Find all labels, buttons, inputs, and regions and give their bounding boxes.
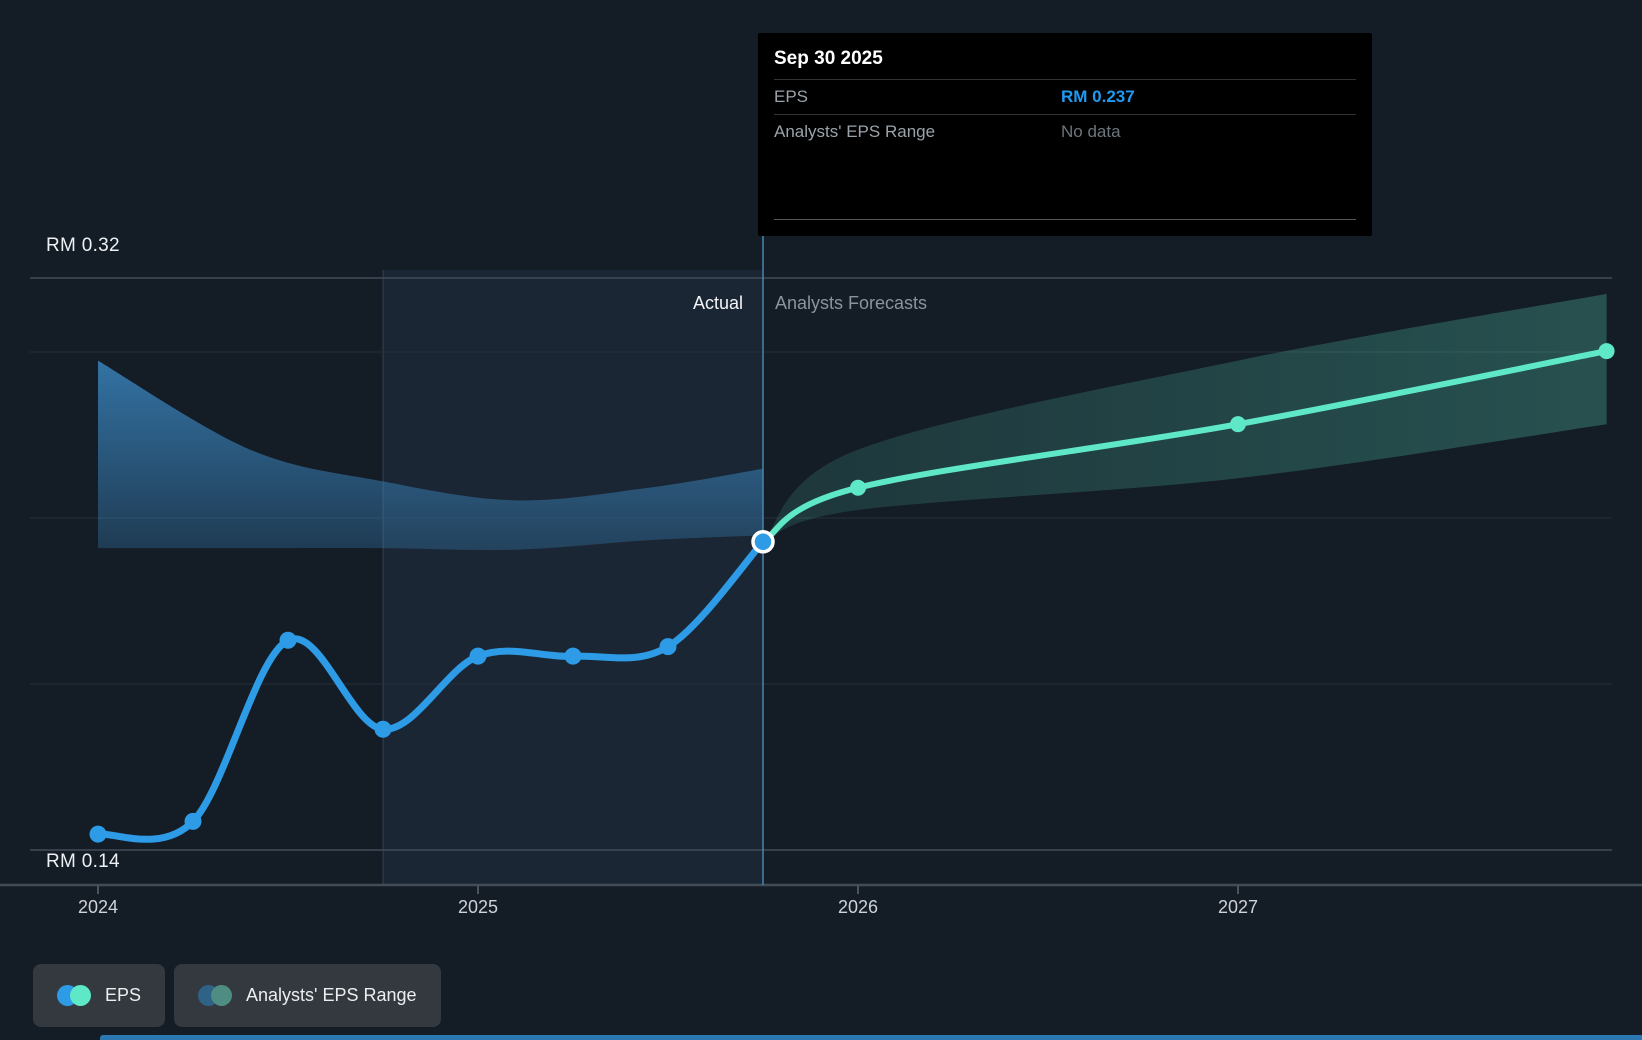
forecast-eps-range-band	[763, 293, 1607, 542]
eps-legend-dots-icon	[57, 985, 91, 1006]
tooltip-eps-value: RM 0.237	[1061, 87, 1135, 106]
eps-point[interactable]	[184, 812, 202, 830]
eps-point-selected[interactable]	[751, 530, 775, 554]
legend-range-label: Analysts' EPS Range	[246, 985, 417, 1005]
x-tick-2026: 2026	[837, 897, 879, 917]
y-axis-min-label: RM 0.14	[46, 851, 120, 872]
y-axis-max-label: RM 0.32	[46, 235, 120, 256]
eps-point[interactable]	[659, 638, 677, 656]
x-tick-2027: 2027	[1217, 897, 1259, 917]
tooltip-range-value: No data	[1061, 122, 1121, 141]
eps-point[interactable]	[374, 720, 392, 738]
tooltip-eps-label: EPS	[774, 87, 809, 106]
tooltip-eps-row: EPS RM 0.237	[774, 80, 1356, 115]
eps-point[interactable]	[89, 825, 107, 843]
forecast-phase-label: Analysts Forecasts	[775, 293, 928, 313]
last-12m-highlight-band	[383, 270, 763, 885]
eps-teal-dot-icon	[70, 985, 91, 1006]
tooltip-range-label: Analysts' EPS Range	[774, 122, 936, 141]
tooltip-range-row: Analysts' EPS Range No data	[774, 115, 1356, 149]
eps-point[interactable]	[469, 647, 487, 665]
x-tick-2025: 2025	[457, 897, 499, 917]
tooltip-date-title: Sep 30 2025	[774, 44, 1356, 80]
chart-tooltip: Sep 30 2025 EPS RM 0.237 Analysts' EPS R…	[758, 33, 1372, 236]
legend-eps-label: EPS	[105, 985, 142, 1005]
eps-actual-line	[94, 538, 767, 843]
range-teal-dot-icon	[211, 985, 233, 1006]
x-tick-2024: 2024	[77, 897, 119, 917]
bottom-timeline-strip[interactable]	[100, 1035, 1642, 1040]
legend-range-button[interactable]: Analysts' EPS Range	[174, 964, 441, 1027]
legend-eps-button[interactable]: EPS	[33, 964, 166, 1027]
eps-forecast-point[interactable]	[1598, 343, 1615, 360]
eps-point[interactable]	[279, 631, 297, 649]
actual-phase-label: Actual	[692, 293, 743, 313]
historical-eps-range-band	[98, 360, 763, 551]
eps-forecast-point[interactable]	[850, 479, 866, 496]
chart-legend: EPS Analysts' EPS Range	[33, 964, 441, 1027]
range-legend-dots-icon	[198, 985, 233, 1006]
tooltip-bottom-divider	[774, 219, 1356, 220]
eps-point[interactable]	[564, 647, 582, 665]
eps-forecast-line	[760, 348, 1610, 545]
eps-forecast-point[interactable]	[1230, 416, 1246, 433]
